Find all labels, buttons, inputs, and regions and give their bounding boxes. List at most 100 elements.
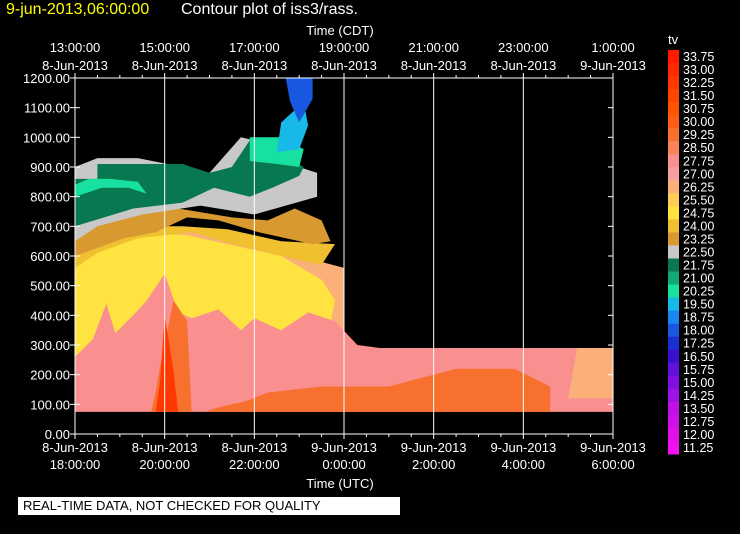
y-tick-label: 900.00 — [30, 160, 70, 175]
x-tick-label-time: 6:00:00 — [591, 457, 634, 472]
y-tick-label: 600.00 — [30, 249, 70, 264]
top-axis-title: Time (CDT) — [306, 23, 374, 38]
legend-swatch — [668, 154, 679, 168]
legend-swatch — [668, 89, 679, 103]
contour-band-8 — [75, 178, 147, 197]
y-tick-label: 300.00 — [30, 338, 70, 353]
x-tick-label-date: 9-Jun-2013 — [580, 440, 646, 455]
legend-label: 33.75 — [683, 50, 714, 64]
qc-warning-banner: REAL-TIME DATA, NOT CHECKED FOR QUALITY — [18, 497, 400, 515]
x-tick-label-time: 18:00:00 — [50, 457, 101, 472]
legend-label: 27.00 — [683, 167, 714, 181]
x-tick-label-time: 20:00:00 — [139, 457, 190, 472]
top-tick-label-date: 8-Jun-2013 — [311, 58, 377, 73]
legend-swatch — [668, 375, 679, 390]
legend-label: 15.75 — [683, 363, 714, 377]
top-tick-label-time: 21:00:00 — [408, 40, 459, 55]
top-tick-label-date: 8-Jun-2013 — [401, 58, 467, 73]
legend-swatch — [668, 102, 679, 116]
x-tick-label-date: 9-Jun-2013 — [311, 440, 377, 455]
y-tick-label: 400.00 — [30, 308, 70, 323]
contour-band-13 — [568, 348, 613, 399]
legend-label: 12.00 — [683, 428, 714, 442]
legend-swatch — [668, 141, 679, 155]
legend-swatch — [668, 310, 679, 325]
legend: tv 33.7533.0032.2531.5030.7530.0029.2528.… — [668, 32, 714, 455]
top-tick-label-time: 19:00:00 — [319, 40, 370, 55]
legend-label: 26.25 — [683, 180, 714, 194]
legend-swatch — [668, 180, 679, 194]
y-tick-label: 1200.00 — [23, 71, 70, 86]
contour-band-16 — [155, 315, 179, 412]
legend-swatch — [668, 76, 679, 90]
legend-label: 28.50 — [683, 141, 714, 155]
x-tick-label-date: 8-Jun-2013 — [42, 440, 108, 455]
legend-label: 25.50 — [683, 193, 714, 207]
legend-label: 24.75 — [683, 206, 714, 220]
legend-label: 30.00 — [683, 115, 714, 129]
legend-swatch — [668, 388, 679, 403]
y-tick-label: 200.00 — [30, 368, 70, 383]
legend-swatch — [668, 336, 679, 351]
legend-swatch — [668, 258, 679, 273]
contour-band-5 — [75, 208, 331, 256]
top-tick-label-time: 23:00:00 — [498, 40, 549, 55]
top-tick-label-date: 8-Jun-2013 — [221, 58, 287, 73]
x-tick-label-time: 0:00:00 — [322, 457, 365, 472]
legend-label: 32.25 — [683, 76, 714, 90]
contour-band-4 — [75, 226, 335, 268]
x-tick-label-date: 8-Jun-2013 — [221, 440, 287, 455]
contour-fill-layer — [75, 78, 613, 412]
legend-swatch — [668, 323, 679, 338]
contour-band-14 — [205, 368, 551, 412]
legend-label: 22.50 — [683, 246, 714, 260]
top-tick-label-date: 8-Jun-2013 — [132, 58, 198, 73]
top-tick-label-time: 15:00:00 — [139, 40, 190, 55]
y-tick-label: 1000.00 — [23, 130, 70, 145]
legend-label: 21.75 — [683, 259, 714, 273]
legend-swatch — [668, 50, 679, 64]
legend-swatch — [668, 115, 679, 129]
legend-label: 18.00 — [683, 324, 714, 338]
top-tick-label-time: 13:00:00 — [50, 40, 101, 55]
top-tick-label-time: 1:00:00 — [591, 40, 634, 55]
legend-swatch — [668, 219, 679, 233]
legend-label: 12.75 — [683, 415, 714, 429]
x-tick-label-time: 2:00:00 — [412, 457, 455, 472]
legend-label: 27.75 — [683, 154, 714, 168]
legend-label: 13.50 — [683, 402, 714, 416]
top-tick-label-date: 8-Jun-2013 — [490, 58, 556, 73]
legend-label: 11.25 — [683, 441, 713, 455]
top-tick-label-time: 17:00:00 — [229, 40, 280, 55]
legend-swatch — [668, 271, 679, 286]
legend-label: 21.00 — [683, 272, 714, 286]
legend-swatch — [668, 401, 679, 416]
date-stamp: 9-jun-2013,06:00:00 — [6, 1, 150, 18]
legend-label: 24.00 — [683, 219, 714, 233]
x-tick-label-date: 9-Jun-2013 — [490, 440, 556, 455]
legend-swatch — [668, 232, 679, 246]
legend-title: tv — [668, 32, 679, 47]
legend-swatch — [668, 167, 679, 181]
legend-swatch — [668, 245, 679, 260]
y-tick-label: 0.00 — [45, 427, 70, 442]
bottom-axis-title: Time (UTC) — [306, 476, 374, 491]
legend-swatch — [668, 206, 679, 220]
legend-label: 16.50 — [683, 350, 714, 364]
y-tick-label: 700.00 — [30, 219, 70, 234]
y-tick-label: 500.00 — [30, 279, 70, 294]
legend-label: 33.00 — [683, 63, 714, 77]
legend-swatch — [668, 414, 679, 429]
x-tick-label-date: 9-Jun-2013 — [401, 440, 467, 455]
contour-band-11 — [285, 78, 313, 123]
top-tick-label-date: 8-Jun-2013 — [42, 58, 108, 73]
legend-swatch — [668, 128, 679, 142]
top-tick-label-date: 9-Jun-2013 — [580, 58, 646, 73]
legend-swatch — [668, 297, 679, 312]
legend-label: 20.25 — [683, 285, 714, 299]
grid-lines — [164, 78, 524, 434]
y-tick-label: 1100.00 — [24, 101, 70, 116]
legend-label: 31.50 — [683, 89, 714, 103]
legend-swatch — [668, 440, 679, 455]
